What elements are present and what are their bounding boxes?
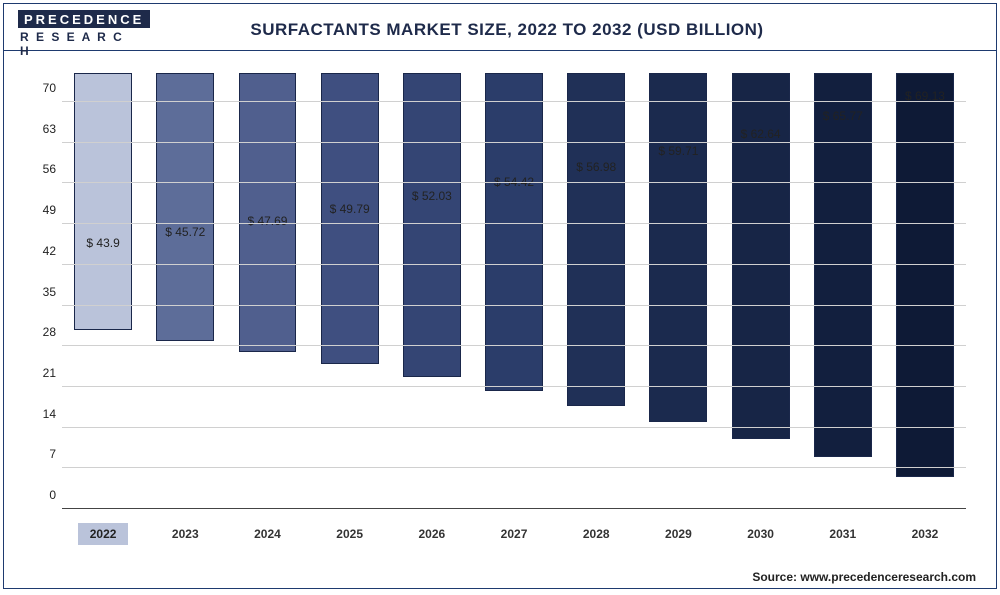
x-axis-label-box: 2027 bbox=[489, 523, 540, 545]
logo-bottom: R E S E A R C H bbox=[18, 30, 138, 58]
bar bbox=[485, 73, 543, 391]
x-axis-label-box: 2024 bbox=[242, 523, 293, 545]
y-axis: 0 7 14 21 28 35 42 49 56 63 70 bbox=[22, 73, 62, 509]
bar-slot: $ 59.71 bbox=[637, 73, 719, 509]
plot-body: $ 43.9 $ 45.72 $ 47.69 $ 49.79 $ 52.03 $ 54.4… bbox=[62, 73, 966, 509]
bar bbox=[239, 73, 297, 352]
bar-slot: $ 62.64 bbox=[720, 73, 802, 509]
x-axis-label: 2024 bbox=[226, 523, 308, 545]
x-axis-label-box: 2032 bbox=[900, 523, 951, 545]
x-axis-label-box: 2023 bbox=[160, 523, 211, 545]
x-axis-label-box: 2030 bbox=[735, 523, 786, 545]
x-axis-label: 2027 bbox=[473, 523, 555, 545]
bar-slot: $ 69.13 bbox=[884, 73, 966, 509]
bar bbox=[567, 73, 625, 406]
bar-value-label: $ 45.72 bbox=[165, 225, 205, 239]
y-tick-label: 7 bbox=[49, 447, 56, 461]
bars-container: $ 43.9 $ 45.72 $ 47.69 $ 49.79 $ 52.03 $ 54.4… bbox=[62, 73, 966, 509]
x-axis-label: 2029 bbox=[637, 523, 719, 545]
x-axis-label: 2022 bbox=[62, 523, 144, 545]
x-axis-label-box: 2025 bbox=[324, 523, 375, 545]
bar bbox=[321, 73, 379, 364]
gridline bbox=[62, 142, 966, 143]
chart-header: PRECEDENCE R E S E A R C H SURFACTANTS M… bbox=[4, 4, 996, 51]
y-tick-label: 63 bbox=[43, 122, 56, 136]
bar-value-label: $ 49.79 bbox=[330, 202, 370, 216]
gridline bbox=[62, 264, 966, 265]
y-tick-label: 0 bbox=[49, 488, 56, 502]
logo-top: PRECEDENCE bbox=[18, 10, 150, 28]
bar-value-label: $ 62.64 bbox=[741, 127, 781, 141]
y-tick-label: 21 bbox=[43, 366, 56, 380]
x-axis-label-box: 2026 bbox=[406, 523, 457, 545]
gridline bbox=[62, 386, 966, 387]
x-axis-label: 2032 bbox=[884, 523, 966, 545]
bar-slot: $ 43.9 bbox=[62, 73, 144, 509]
bar bbox=[814, 73, 872, 457]
bar bbox=[403, 73, 461, 377]
bar-slot: $ 52.03 bbox=[391, 73, 473, 509]
bar-value-label: $ 65.77 bbox=[823, 109, 863, 123]
x-axis-label: 2031 bbox=[802, 523, 884, 545]
y-tick-label: 35 bbox=[43, 285, 56, 299]
x-axis-label: 2030 bbox=[720, 523, 802, 545]
x-axis-label: 2025 bbox=[309, 523, 391, 545]
gridline bbox=[62, 182, 966, 183]
gridline bbox=[62, 427, 966, 428]
bar-value-label: $ 59.71 bbox=[658, 144, 698, 158]
x-axis-line bbox=[62, 508, 966, 509]
gridline bbox=[62, 101, 966, 102]
x-axis-label-box: 2031 bbox=[817, 523, 868, 545]
gridline bbox=[62, 223, 966, 224]
gridline bbox=[62, 345, 966, 346]
bar bbox=[156, 73, 214, 341]
gridline bbox=[62, 467, 966, 468]
y-tick-label: 70 bbox=[43, 81, 56, 95]
source-label: Source: www.precedenceresearch.com bbox=[752, 570, 976, 584]
y-tick-label: 14 bbox=[43, 407, 56, 421]
bar-slot: $ 65.77 bbox=[802, 73, 884, 509]
x-axis-label-box: 2028 bbox=[571, 523, 622, 545]
bar-value-label: $ 56.98 bbox=[576, 160, 616, 174]
bar bbox=[74, 73, 132, 330]
x-axis-label: 2023 bbox=[144, 523, 226, 545]
x-axis-labels: 2022 2023 2024 2025 2026 2027 2028 2029 2030 2031… bbox=[62, 523, 966, 545]
bar bbox=[649, 73, 707, 422]
chart-frame: PRECEDENCE R E S E A R C H SURFACTANTS M… bbox=[3, 3, 997, 589]
logo: PRECEDENCE R E S E A R C H bbox=[18, 10, 138, 58]
bar-slot: $ 47.69 bbox=[226, 73, 308, 509]
y-tick-label: 49 bbox=[43, 203, 56, 217]
y-tick-label: 56 bbox=[43, 162, 56, 176]
bar-slot: $ 49.79 bbox=[309, 73, 391, 509]
bar bbox=[896, 73, 954, 477]
x-axis-label: 2028 bbox=[555, 523, 637, 545]
chart-title: SURFACTANTS MARKET SIZE, 2022 TO 2032 (U… bbox=[138, 4, 876, 40]
gridline bbox=[62, 305, 966, 306]
y-tick-label: 28 bbox=[43, 325, 56, 339]
chart-area: 0 7 14 21 28 35 42 49 56 63 70 $ 43.9 $ 45.72 $ 47.6… bbox=[22, 63, 978, 553]
bar-slot: $ 56.98 bbox=[555, 73, 637, 509]
x-axis-label-box: 2029 bbox=[653, 523, 704, 545]
x-axis-label-box: 2022 bbox=[78, 523, 129, 545]
bar-value-label: $ 47.69 bbox=[247, 214, 287, 228]
bar-slot: $ 45.72 bbox=[144, 73, 226, 509]
y-tick-label: 42 bbox=[43, 244, 56, 258]
bar-slot: $ 54.42 bbox=[473, 73, 555, 509]
bar-value-label: $ 52.03 bbox=[412, 189, 452, 203]
bar-value-label: $ 43.9 bbox=[86, 236, 119, 250]
x-axis-label: 2026 bbox=[391, 523, 473, 545]
